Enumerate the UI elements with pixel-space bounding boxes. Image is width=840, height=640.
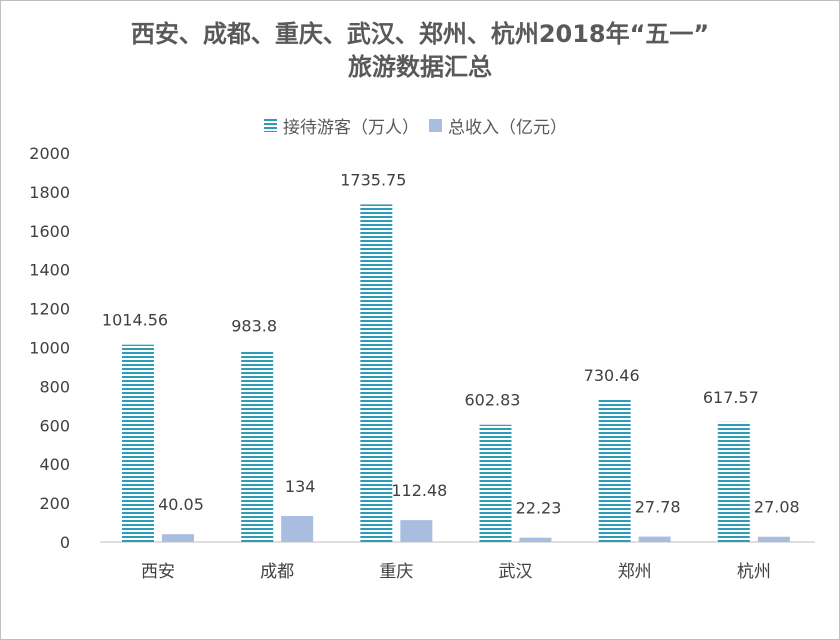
data-label-revenue: 27.78 <box>635 498 681 517</box>
data-label-visitors: 602.83 <box>465 391 521 410</box>
bar-visitors <box>241 350 274 542</box>
y-tick-label: 1800 <box>29 183 70 202</box>
y-tick-label: 1600 <box>29 222 70 241</box>
x-category-label: 郑州 <box>618 562 652 582</box>
y-tick-label: 400 <box>39 455 70 474</box>
bar-revenue <box>281 515 314 542</box>
x-category-label: 武汉 <box>499 562 533 582</box>
legend-item-revenue: 总收入（亿元） <box>429 113 567 138</box>
x-category-label: 成都 <box>260 562 294 582</box>
y-tick-label: 2000 <box>29 144 70 163</box>
bar-revenue <box>638 536 671 542</box>
legend-label-revenue: 总收入（亿元） <box>448 118 567 138</box>
x-category-label: 杭州 <box>737 562 771 582</box>
bar-revenue <box>757 536 790 542</box>
bar-visitors <box>479 424 512 542</box>
data-label-visitors: 617.57 <box>703 388 759 407</box>
data-label-revenue: 112.48 <box>391 481 447 500</box>
x-category-label: 西安 <box>141 562 175 582</box>
bar-visitors <box>717 421 750 542</box>
y-tick-label: 800 <box>39 377 70 396</box>
y-tick-label: 600 <box>39 416 70 435</box>
legend-swatch-revenue <box>429 119 442 132</box>
legend-swatch-visitors <box>264 119 277 132</box>
bar-visitors <box>598 399 631 542</box>
y-tick-label: 0 <box>60 533 70 552</box>
bar-visitors <box>122 344 154 542</box>
data-label-revenue: 134 <box>285 477 316 496</box>
y-tick-label: 1400 <box>29 261 70 280</box>
chart-title-line1: 西安、成都、重庆、武汉、郑州、杭州2018年“五一” <box>130 20 710 48</box>
data-label-visitors: 1014.56 <box>102 311 168 330</box>
chart-title: 西安、成都、重庆、武汉、郑州、杭州2018年“五一” 旅游数据汇总 <box>0 18 840 84</box>
y-tick-label: 1000 <box>29 339 70 358</box>
data-label-visitors: 730.46 <box>584 366 640 385</box>
bar-visitors <box>360 204 393 543</box>
data-label-revenue: 22.23 <box>516 499 562 518</box>
x-category-label: 重庆 <box>379 562 413 582</box>
y-tick-label: 200 <box>39 494 70 513</box>
data-label-revenue: 27.08 <box>754 498 800 517</box>
bar-revenue <box>519 537 552 542</box>
bar-revenue <box>162 534 194 542</box>
bar-revenue <box>400 520 433 542</box>
legend-item-visitors: 接待游客（万人） <box>264 113 419 138</box>
data-label-visitors: 983.8 <box>231 317 277 336</box>
chart-title-line2: 旅游数据汇总 <box>348 53 492 81</box>
data-label-revenue: 40.05 <box>158 495 204 514</box>
legend: 接待游客（万人） 总收入（亿元） <box>264 113 577 138</box>
y-tick-label: 1200 <box>29 300 70 319</box>
legend-label-visitors: 接待游客（万人） <box>283 118 419 138</box>
data-label-visitors: 1735.75 <box>340 170 406 189</box>
